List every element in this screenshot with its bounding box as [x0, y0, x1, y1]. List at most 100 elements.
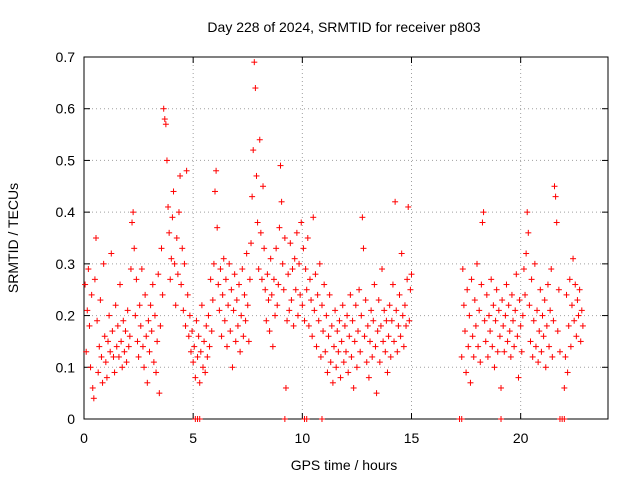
data-point — [145, 317, 152, 324]
data-point — [550, 317, 557, 324]
data-point — [345, 369, 352, 376]
data-point — [226, 260, 233, 267]
data-point — [182, 322, 189, 329]
data-point — [530, 317, 537, 324]
data-point — [209, 297, 216, 304]
data-point — [272, 312, 279, 319]
y-tick-label: 0.6 — [56, 101, 76, 117]
data-point — [505, 302, 512, 309]
data-point — [383, 317, 390, 324]
data-point — [310, 214, 317, 221]
data-point — [160, 105, 167, 112]
data-point — [510, 317, 517, 324]
data-point — [404, 276, 411, 283]
data-point — [254, 219, 261, 226]
x-tick-label: 10 — [295, 430, 311, 446]
data-point — [185, 333, 192, 340]
data-point — [461, 328, 468, 335]
data-point — [377, 322, 384, 329]
data-point — [177, 172, 184, 179]
data-point — [544, 281, 551, 288]
axis-ticks: 0 0.1 0.2 0.3 0.4 0.5 0.6 0.7 0 5 10 15 20 — [56, 49, 608, 446]
data-point — [339, 302, 346, 309]
data-point — [500, 322, 507, 329]
data-point — [178, 281, 185, 288]
data-point — [255, 266, 262, 273]
data-point — [338, 338, 345, 345]
data-point — [212, 188, 218, 195]
data-point — [99, 379, 106, 386]
data-point — [360, 245, 367, 252]
data-point — [539, 312, 546, 319]
data-point — [503, 281, 510, 288]
data-point — [281, 235, 288, 241]
data-point — [253, 172, 260, 179]
data-point — [189, 328, 196, 335]
data-point — [171, 260, 178, 267]
data-point — [470, 353, 477, 360]
data-point — [520, 266, 527, 273]
data-point — [367, 338, 374, 345]
data-point — [181, 260, 188, 267]
data-point — [329, 379, 336, 386]
data-point — [300, 245, 307, 252]
data-point — [496, 333, 503, 340]
y-tick-label: 0.5 — [56, 152, 76, 168]
data-point — [297, 291, 304, 298]
data-point — [232, 338, 239, 345]
data-point — [333, 364, 340, 371]
data-point — [240, 333, 247, 340]
data-point — [365, 374, 372, 381]
data-point — [304, 235, 311, 241]
data-point — [459, 266, 466, 273]
data-point — [94, 317, 101, 324]
data-point — [573, 333, 580, 340]
data-point — [151, 312, 158, 319]
data-point — [230, 307, 237, 314]
data-point — [392, 198, 399, 205]
data-point — [282, 384, 289, 391]
data-point — [241, 291, 248, 298]
data-point — [516, 297, 523, 304]
data-point — [274, 302, 281, 309]
data-point — [157, 322, 164, 329]
data-point — [170, 188, 177, 195]
data-point — [395, 322, 402, 329]
data-point — [309, 333, 316, 340]
data-point — [298, 219, 305, 226]
data-point — [316, 260, 323, 267]
data-point — [228, 286, 235, 293]
data-point — [465, 343, 472, 350]
data-point — [405, 203, 412, 210]
data-point — [353, 364, 360, 371]
data-point — [216, 307, 223, 314]
data-point — [252, 85, 259, 92]
data-point — [362, 297, 369, 304]
data-point — [370, 317, 377, 324]
data-point — [472, 322, 479, 329]
data-point — [552, 193, 559, 200]
data-point — [233, 297, 240, 304]
data-point — [120, 317, 127, 324]
data-point — [219, 291, 226, 298]
data-point — [206, 343, 213, 350]
data-point — [538, 348, 545, 355]
data-point — [541, 297, 548, 304]
data-point — [199, 364, 206, 371]
data-point — [525, 229, 532, 236]
data-point — [305, 322, 312, 329]
data-point — [126, 333, 133, 340]
data-point — [169, 214, 176, 221]
data-point — [231, 271, 238, 278]
data-point — [350, 384, 357, 391]
data-point — [321, 281, 328, 288]
x-tick-label: 15 — [404, 430, 420, 446]
data-point — [511, 343, 518, 350]
data-point — [201, 338, 208, 345]
data-point — [556, 348, 563, 355]
data-point — [574, 297, 581, 304]
data-point — [195, 333, 202, 340]
data-point — [543, 322, 550, 329]
